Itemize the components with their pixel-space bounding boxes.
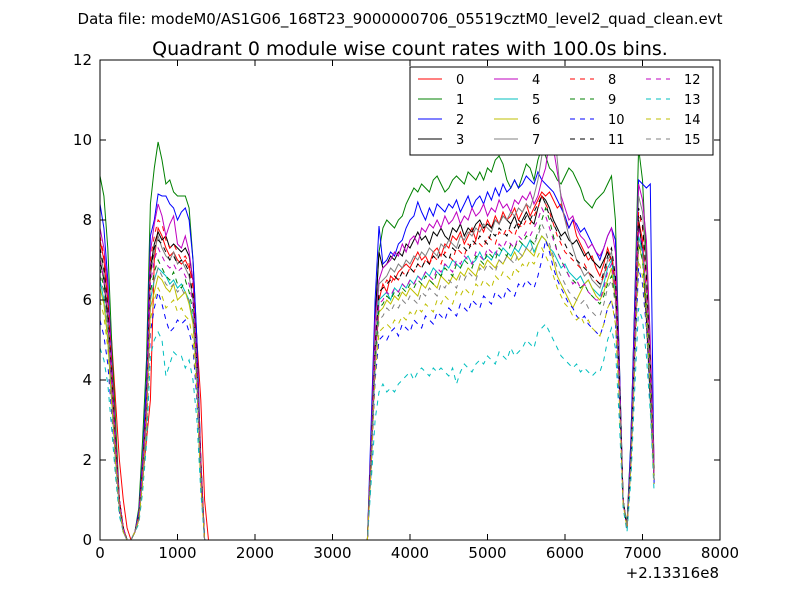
series-line-12 [100,206,655,540]
legend-label-12: 12 [684,73,701,88]
x-tick-label: 5000 [468,544,506,562]
series-line-15 [100,222,655,540]
series-line-11 [100,194,655,540]
legend-box [409,66,714,156]
x-tick-label: 1000 [158,544,196,562]
legend-label-2: 2 [456,113,464,128]
legend-label-14: 14 [684,113,701,128]
x-tick-label: 4000 [391,544,429,562]
legend-label-6: 6 [532,113,540,128]
ticks-layer: 0 1000 2000 3000 4000 5000 6000 7000 80000246810… [73,51,739,562]
y-tick-label: 0 [82,531,92,549]
y-tick-label: 6 [82,291,92,309]
legend-label-9: 9 [608,93,616,108]
y-tick-label: 4 [82,371,92,389]
y-tick-label: 10 [73,131,92,149]
x-tick-label: 8000 [701,544,739,562]
legend-label-4: 4 [532,73,540,88]
y-tick-label: 12 [73,51,92,69]
series-line-8 [100,194,655,540]
legend-label-0: 0 [456,73,464,88]
legend-label-7: 7 [532,133,540,148]
chart-title: Quadrant 0 module wise count rates with … [152,38,668,60]
x-tick-label: 3000 [313,544,351,562]
series-line-1 [100,141,655,540]
legend-label-13: 13 [684,93,701,108]
legend-label-5: 5 [532,93,540,108]
series-line-2 [100,170,655,540]
series-layer [100,113,655,540]
series-line-0 [100,191,655,540]
y-tick-label: 2 [82,451,92,469]
legend-label-1: 1 [456,93,464,108]
legend-label-8: 8 [608,73,616,88]
chart-suptitle: Data file: modeM0/AS1G06_168T23_90000007… [78,10,723,29]
series-line-3 [100,195,655,540]
series-line-4 [100,138,655,540]
series-line-9 [100,206,655,540]
x-tick-label: 6000 [546,544,584,562]
y-tick-label: 8 [82,211,92,229]
legend-label-3: 3 [456,133,464,148]
series-line-10 [100,239,655,540]
legend-label-10: 10 [608,113,625,128]
legend-label-11: 11 [608,133,625,148]
x-tick-label: 7000 [623,544,661,562]
x-offset-label: +2.13316e8 [626,564,719,582]
legend-label-15: 15 [684,133,701,148]
x-tick-label: 0 [95,544,105,562]
x-tick-label: 2000 [236,544,274,562]
